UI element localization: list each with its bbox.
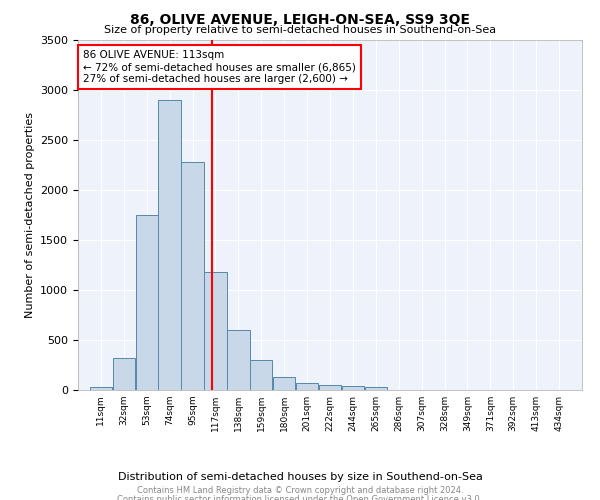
Y-axis label: Number of semi-detached properties: Number of semi-detached properties	[25, 112, 35, 318]
Bar	[113, 358, 135, 390]
Bar	[227, 330, 250, 390]
Bar	[273, 377, 295, 390]
Bar	[365, 387, 387, 390]
Bar	[136, 215, 158, 390]
Text: Contains HM Land Registry data © Crown copyright and database right 2024.: Contains HM Land Registry data © Crown c…	[137, 486, 463, 495]
Bar	[158, 100, 181, 390]
Text: 86, OLIVE AVENUE, LEIGH-ON-SEA, SS9 3QE: 86, OLIVE AVENUE, LEIGH-ON-SEA, SS9 3QE	[130, 12, 470, 26]
Text: Contains public sector information licensed under the Open Government Licence v3: Contains public sector information licen…	[118, 495, 482, 500]
Bar	[296, 383, 319, 390]
Bar	[341, 386, 364, 390]
Bar	[250, 360, 272, 390]
Bar	[181, 162, 204, 390]
Text: Distribution of semi-detached houses by size in Southend-on-Sea: Distribution of semi-detached houses by …	[118, 472, 482, 482]
Text: 86 OLIVE AVENUE: 113sqm
← 72% of semi-detached houses are smaller (6,865)
27% of: 86 OLIVE AVENUE: 113sqm ← 72% of semi-de…	[83, 50, 356, 84]
Text: Size of property relative to semi-detached houses in Southend-on-Sea: Size of property relative to semi-detach…	[104, 25, 496, 35]
Bar	[204, 272, 227, 390]
Bar	[89, 387, 112, 390]
Bar	[319, 384, 341, 390]
